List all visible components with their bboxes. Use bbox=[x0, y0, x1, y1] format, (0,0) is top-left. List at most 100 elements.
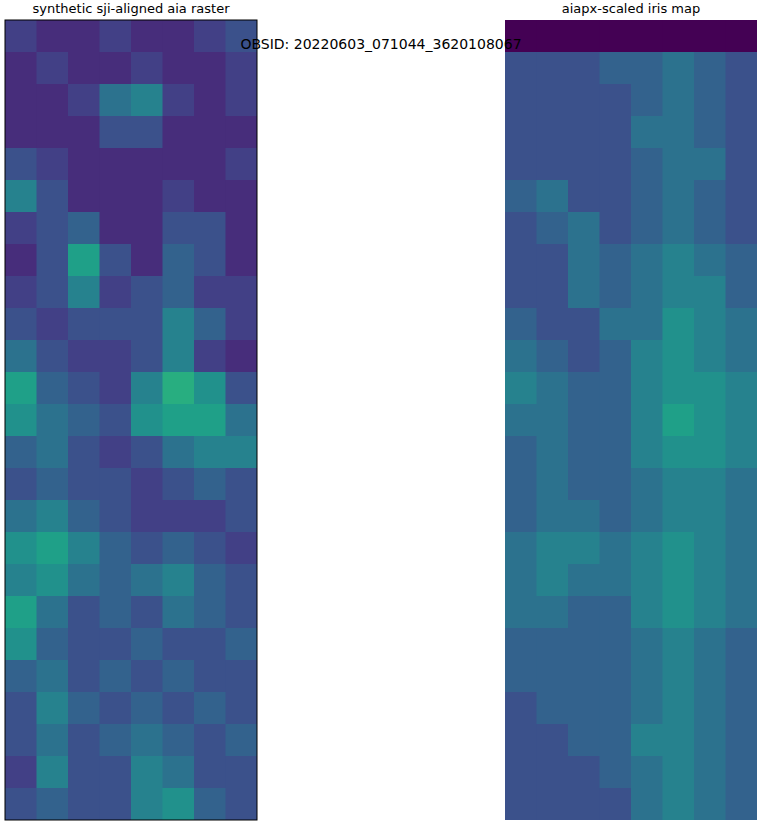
cell bbox=[694, 756, 726, 789]
cell bbox=[131, 116, 163, 149]
cell bbox=[505, 468, 537, 501]
cell bbox=[600, 116, 632, 149]
cell bbox=[631, 756, 663, 789]
cell bbox=[505, 116, 537, 149]
cell bbox=[131, 596, 163, 629]
cell bbox=[5, 276, 37, 309]
cell bbox=[505, 148, 537, 181]
cell bbox=[726, 660, 757, 693]
cell bbox=[568, 404, 600, 437]
cell bbox=[226, 276, 258, 309]
cell bbox=[226, 148, 258, 181]
cell bbox=[226, 404, 258, 437]
cell bbox=[68, 596, 100, 629]
cell bbox=[5, 52, 37, 85]
cell bbox=[37, 660, 69, 693]
cell bbox=[131, 756, 163, 789]
heatmap bbox=[505, 20, 757, 820]
cell bbox=[194, 52, 226, 85]
cell bbox=[726, 52, 757, 85]
cell bbox=[537, 116, 569, 149]
cell bbox=[631, 788, 663, 820]
cell bbox=[726, 692, 757, 725]
cell bbox=[100, 308, 132, 341]
cell bbox=[131, 148, 163, 181]
cell bbox=[163, 532, 195, 565]
cell bbox=[194, 20, 226, 53]
cell bbox=[226, 564, 258, 597]
cell bbox=[163, 468, 195, 501]
cell bbox=[163, 308, 195, 341]
cell bbox=[226, 692, 258, 725]
cell bbox=[37, 596, 69, 629]
cell bbox=[568, 532, 600, 565]
cell bbox=[194, 372, 226, 405]
cell bbox=[505, 308, 537, 341]
cell bbox=[568, 276, 600, 309]
cell bbox=[68, 724, 100, 757]
cell bbox=[726, 724, 757, 757]
cell bbox=[631, 20, 663, 53]
cell bbox=[631, 628, 663, 661]
cell bbox=[694, 372, 726, 405]
cell bbox=[226, 116, 258, 149]
cell bbox=[68, 20, 100, 53]
cell bbox=[37, 404, 69, 437]
cell bbox=[663, 20, 695, 53]
cell bbox=[5, 244, 37, 277]
cell bbox=[194, 404, 226, 437]
cell bbox=[194, 84, 226, 117]
cell bbox=[600, 756, 632, 789]
cell bbox=[694, 180, 726, 213]
cell bbox=[194, 212, 226, 245]
cell bbox=[100, 84, 132, 117]
cell bbox=[663, 116, 695, 149]
cell bbox=[226, 436, 258, 469]
cell bbox=[226, 500, 258, 533]
cell bbox=[131, 276, 163, 309]
cell bbox=[631, 436, 663, 469]
cell bbox=[226, 788, 258, 820]
cell bbox=[694, 276, 726, 309]
cell bbox=[194, 148, 226, 181]
cell bbox=[505, 788, 537, 820]
cell bbox=[226, 340, 258, 373]
cell bbox=[100, 564, 132, 597]
cell bbox=[600, 148, 632, 181]
cell bbox=[131, 212, 163, 245]
cell bbox=[505, 692, 537, 725]
cell bbox=[5, 308, 37, 341]
cell bbox=[226, 84, 258, 117]
cell bbox=[694, 20, 726, 53]
cell bbox=[631, 212, 663, 245]
cell bbox=[694, 596, 726, 629]
cell bbox=[600, 436, 632, 469]
cell bbox=[100, 660, 132, 693]
cell bbox=[68, 340, 100, 373]
cell bbox=[100, 404, 132, 437]
cell bbox=[226, 756, 258, 789]
cell bbox=[163, 340, 195, 373]
cell bbox=[694, 692, 726, 725]
cell bbox=[568, 148, 600, 181]
cell bbox=[68, 404, 100, 437]
cell bbox=[663, 596, 695, 629]
cell bbox=[631, 276, 663, 309]
cell bbox=[194, 532, 226, 565]
cell bbox=[37, 692, 69, 725]
cell bbox=[663, 532, 695, 565]
cell bbox=[631, 180, 663, 213]
cell bbox=[163, 756, 195, 789]
cell bbox=[100, 532, 132, 565]
cell bbox=[505, 724, 537, 757]
cell bbox=[600, 564, 632, 597]
cell bbox=[663, 500, 695, 533]
cell bbox=[37, 52, 69, 85]
cell bbox=[537, 276, 569, 309]
cell bbox=[663, 212, 695, 245]
cell bbox=[694, 244, 726, 277]
cell bbox=[163, 564, 195, 597]
cell bbox=[537, 84, 569, 117]
cell bbox=[131, 724, 163, 757]
cell bbox=[5, 692, 37, 725]
